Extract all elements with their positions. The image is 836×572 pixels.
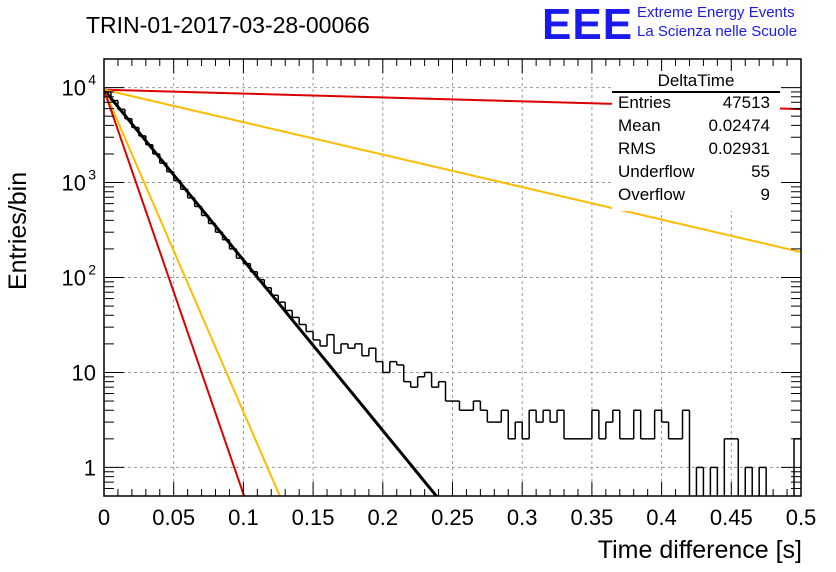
x-tick-label: 0 — [98, 505, 110, 530]
x-tick-labels: 0 0.05 0.1 0.15 0.2 0.25 0.3 0.35 0.4 0.45 0.5 — [98, 505, 816, 530]
stat-key: RMS — [618, 139, 656, 158]
stat-key: Entries — [618, 93, 671, 112]
stats-divider — [612, 91, 780, 93]
x-tick-label: 0.05 — [152, 505, 195, 530]
x-tick-label: 0.4 — [646, 505, 677, 530]
logo-tagline-1: Extreme Energy Events — [637, 4, 795, 21]
x-tick-label: 0.25 — [431, 505, 474, 530]
axis-ticks — [103, 58, 802, 497]
fit-curve-2 — [104, 88, 801, 254]
stat-key: Mean — [618, 116, 661, 135]
stat-row-mean: Mean 0.02474 — [618, 116, 770, 138]
x-tick-label: 0.1 — [228, 505, 259, 530]
x-tick-label: 0.5 — [786, 505, 817, 530]
x-axis-label: Time difference [s] — [597, 536, 802, 564]
stat-row-rms: RMS 0.02931 — [618, 139, 770, 161]
stat-row-overflow: Overflow 9 — [618, 185, 770, 207]
x-tick-label: 0.3 — [507, 505, 538, 530]
logo-tagline-2: La Scienza nelle Scuole — [637, 23, 798, 40]
stat-key: Underflow — [618, 162, 695, 181]
stat-row-underflow: Underflow 55 — [618, 162, 770, 184]
stat-key: Overflow — [618, 185, 686, 204]
stat-row-entries: Entries 47513 — [618, 93, 770, 115]
stats-box: DeltaTime Entries 47513 Mean 0.02474 RMS… — [612, 71, 780, 211]
x-tick-label: 0.35 — [570, 505, 613, 530]
y-tick-label: 10 — [72, 360, 96, 385]
stat-value: 55 — [751, 162, 770, 181]
x-tick-label: 0.15 — [292, 505, 335, 530]
x-tick-label: 0.2 — [368, 505, 399, 530]
stats-title: DeltaTime — [657, 71, 735, 90]
y-tick-label: 1 — [84, 455, 96, 480]
y-tick-exponent: 2 — [88, 262, 96, 278]
stat-value: 9 — [760, 185, 770, 204]
fit-curve-4 — [104, 89, 246, 496]
y-tick-exponent: 3 — [88, 167, 96, 183]
y-tick-exponent: 4 — [88, 72, 96, 88]
stat-value: 0.02474 — [708, 116, 770, 135]
eee-logo: EEE — [542, 0, 634, 49]
histogram-series — [104, 91, 801, 496]
y-tick-label: 10 — [62, 266, 86, 291]
fit-curve-3 — [104, 89, 281, 496]
y-axis-label: Entries/bin — [4, 171, 32, 290]
y-tick-label: 10 — [62, 171, 86, 196]
stat-value: 0.02931 — [708, 139, 770, 158]
x-tick-label: 0.45 — [710, 505, 753, 530]
run-title: TRIN-01-2017-03-28-00066 — [86, 12, 370, 38]
y-tick-label: 10 — [62, 76, 86, 101]
stat-value: 47513 — [722, 93, 770, 112]
